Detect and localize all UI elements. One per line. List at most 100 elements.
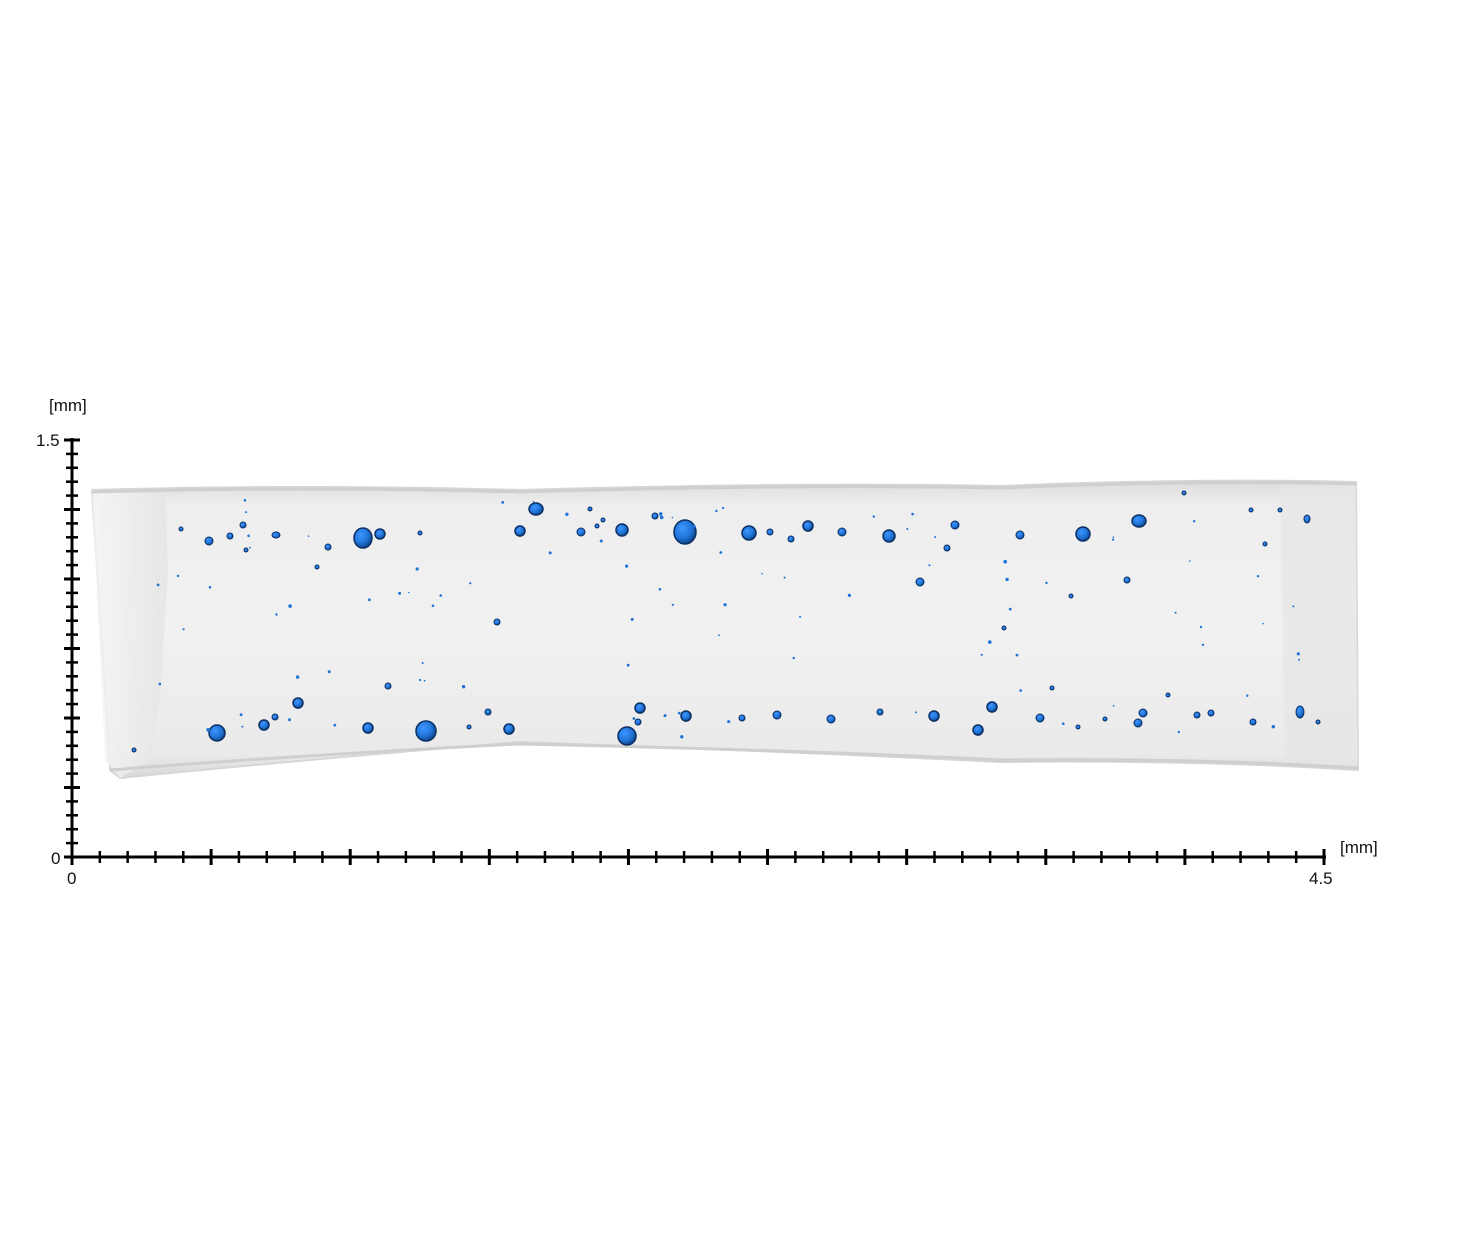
pore-speck (1298, 658, 1300, 661)
pore-void (528, 502, 544, 516)
pore-void (651, 512, 659, 520)
pore-speck (1256, 575, 1260, 578)
pore-speck (928, 564, 931, 567)
pore-speck (275, 613, 278, 616)
pore-speck (1008, 607, 1012, 611)
pore-speck (368, 598, 371, 602)
pore-speck (980, 653, 983, 656)
pore-speck (1019, 689, 1022, 692)
pore-field (131, 490, 1321, 753)
pore-void (600, 517, 606, 523)
pore-speck (206, 728, 210, 732)
pore-void (972, 724, 984, 736)
pore-void (271, 713, 279, 721)
pore-void (1133, 718, 1143, 728)
pore-speck (906, 528, 909, 530)
pore-void (1277, 507, 1283, 513)
pore-speck (415, 567, 419, 571)
y-axis-min-label: 0 (51, 849, 60, 868)
pore-void (514, 525, 526, 537)
pore-void (271, 531, 281, 539)
pore-void (1068, 593, 1074, 599)
pore-void (766, 528, 774, 536)
pore-void (802, 520, 814, 532)
pore-speck (1174, 611, 1177, 614)
pore-void (882, 529, 896, 543)
pore-speck (565, 512, 569, 516)
pore-speck (1005, 577, 1009, 582)
pore-speck (182, 628, 185, 631)
pore-speck (1292, 605, 1295, 608)
pore-speck (1193, 520, 1196, 523)
pore-speck (1045, 581, 1048, 585)
sample-left-face (92, 490, 168, 778)
pore-speck (158, 682, 162, 686)
sample-slab (90, 479, 1360, 780)
pore-void (1303, 514, 1311, 524)
pore-void (353, 527, 373, 549)
pore-speck (288, 718, 291, 722)
pore-speck (663, 714, 667, 718)
sample-right-face (1280, 482, 1358, 770)
pore-speck (671, 603, 674, 606)
pore-void (493, 618, 501, 626)
pore-speck (723, 603, 727, 607)
pore-speck (501, 501, 505, 504)
pore-speck (245, 511, 248, 514)
pore-void (1138, 708, 1148, 718)
pore-speck (1062, 722, 1065, 725)
pore-void (772, 710, 782, 720)
pore-speck (408, 591, 410, 594)
pore-speck (1177, 730, 1181, 734)
pore-void (1193, 711, 1201, 719)
pore-speck (333, 723, 337, 727)
pore-void (178, 526, 184, 532)
y-axis-unit-label: [mm] (49, 396, 87, 415)
pore-speck (680, 735, 684, 739)
pore-speck (727, 720, 731, 724)
pore-speck (295, 675, 300, 679)
pore-speck (847, 593, 852, 598)
pore-speck (718, 634, 720, 637)
pore-speck (249, 546, 251, 549)
pore-void (741, 525, 757, 541)
pore-speck (439, 594, 443, 597)
pore-void (384, 682, 392, 690)
pore-speck (872, 515, 875, 518)
y-axis-max-label: 1.5 (36, 431, 60, 450)
pore-speck (156, 583, 160, 587)
pore-speck (783, 576, 786, 579)
pore-void (950, 520, 960, 530)
pore-void (615, 523, 629, 537)
pore-void (1015, 530, 1025, 540)
pore-speck (677, 711, 681, 715)
pore-void (876, 708, 884, 716)
pore-speck (247, 534, 250, 538)
pore-void (1075, 526, 1091, 542)
pore-void (1181, 490, 1187, 496)
pore-void (1131, 514, 1147, 528)
pore-void (226, 532, 234, 540)
pore-void (1102, 716, 1108, 722)
pore-void (587, 506, 593, 512)
pore-speck (799, 615, 802, 618)
pore-speck (715, 509, 718, 513)
pore-void (503, 723, 515, 735)
pore-void (1165, 692, 1171, 698)
pore-void (314, 564, 320, 570)
pore-speck (423, 679, 426, 682)
pore-speck (1112, 704, 1115, 707)
pore-speck (548, 551, 552, 555)
pore-speck (911, 512, 914, 516)
scale-axes: [mm] 1.5 0 0 4.5 [mm] (36, 396, 1378, 888)
pore-speck (1015, 653, 1019, 657)
pore-speck (626, 663, 630, 667)
pore-void (617, 726, 637, 746)
pore-void (1207, 709, 1215, 717)
pore-void (417, 530, 423, 536)
pore-speck (421, 662, 424, 664)
pore-void (1249, 718, 1257, 726)
pore-speck (671, 516, 674, 519)
pore-speck (1112, 536, 1115, 538)
pore-speck (719, 551, 723, 554)
